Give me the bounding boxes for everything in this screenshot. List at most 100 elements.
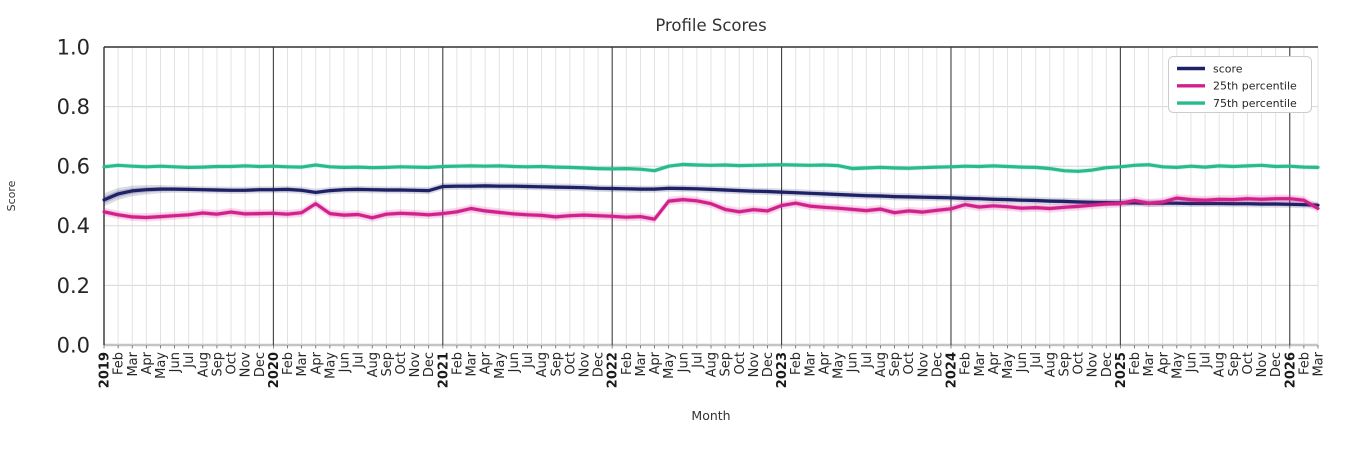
x-tick-label: 2026 bbox=[1283, 352, 1298, 388]
x-tick-label: Apr bbox=[140, 351, 155, 374]
line-75th-percentile bbox=[102, 162, 1320, 173]
x-tick-label: Apr bbox=[817, 351, 832, 374]
x-tick-label: Jul bbox=[182, 352, 197, 369]
x-tick-label: May bbox=[493, 352, 508, 379]
x-tick-label: Apr bbox=[479, 351, 494, 374]
x-tick-label: Jul bbox=[860, 352, 875, 369]
x-tick-label: Apr bbox=[1156, 351, 1171, 374]
legend: score 25th percentile 75th percentile bbox=[1168, 56, 1312, 113]
legend-entry-25th-percentile: 25th percentile bbox=[1177, 80, 1297, 93]
x-tick-label: 2024 bbox=[945, 352, 960, 388]
x-tick-label: Sep bbox=[1227, 352, 1242, 377]
x-tick-label: 2022 bbox=[606, 352, 621, 388]
x-tick-label: Sep bbox=[888, 352, 903, 377]
x-tick-label: Feb bbox=[789, 352, 804, 375]
x-tick-label: Jun bbox=[1015, 352, 1030, 373]
y-tick-label: 0.6 bbox=[57, 155, 90, 179]
y-tick-label: 0.4 bbox=[57, 214, 90, 238]
x-tick-label: Jun bbox=[168, 352, 183, 373]
x-tick-label: Nov bbox=[408, 352, 423, 378]
x-tick-label: Jun bbox=[1185, 352, 1200, 373]
x-tick-label: 2020 bbox=[267, 352, 282, 388]
x-tick-label: 2021 bbox=[436, 352, 451, 388]
x-tick-label: Dec bbox=[253, 352, 268, 377]
x-tick-label: Feb bbox=[281, 352, 296, 375]
x-tick-label: Jul bbox=[690, 352, 705, 369]
x-tick-label: Aug bbox=[196, 352, 211, 377]
x-tick-label: 2019 bbox=[98, 352, 113, 388]
x-tick-label: Mar bbox=[634, 351, 649, 376]
x-tick-label: May bbox=[1170, 352, 1185, 379]
legend-label-75th-percentile: 75th percentile bbox=[1213, 97, 1297, 110]
x-tick-label: Sep bbox=[210, 352, 225, 377]
x-tick-label: Nov bbox=[578, 352, 593, 378]
x-tick-label: Jun bbox=[338, 352, 353, 373]
x-tick-label: Dec bbox=[1100, 352, 1115, 377]
x-tick-label: Mar bbox=[803, 351, 818, 376]
x-tick-label: Jun bbox=[507, 352, 522, 373]
x-tick-label: Oct bbox=[563, 352, 578, 374]
x-tick-label: Mar bbox=[295, 351, 310, 376]
x-tick-label: Feb bbox=[1128, 352, 1143, 375]
x-tick-label: Jul bbox=[1029, 352, 1044, 369]
x-tick-label: Aug bbox=[874, 352, 889, 377]
x-tick-label: 2025 bbox=[1114, 352, 1129, 388]
x-tick-label: Aug bbox=[1213, 352, 1228, 377]
x-tick-label: Jun bbox=[676, 352, 691, 373]
x-tick-label: Jul bbox=[521, 352, 536, 369]
x-tick-label: Oct bbox=[225, 352, 240, 374]
x-tick-label: Dec bbox=[422, 352, 437, 377]
x-tick-label: Sep bbox=[549, 352, 564, 377]
y-tick-label: 0.0 bbox=[57, 333, 90, 357]
x-tick-label: Mar bbox=[126, 351, 141, 376]
x-tick-label: Oct bbox=[1241, 352, 1256, 374]
chart-title: Profile Scores bbox=[655, 16, 766, 35]
x-tick-label: Feb bbox=[112, 352, 127, 375]
x-tick-label: May bbox=[323, 352, 338, 379]
legend-label-score: score bbox=[1213, 62, 1243, 75]
legend-entry-score: score bbox=[1177, 62, 1243, 75]
x-tick-label: Mar bbox=[1312, 351, 1327, 376]
x-tick-label: Nov bbox=[747, 352, 762, 378]
x-tick-label: Aug bbox=[535, 352, 550, 377]
x-tick-label: 2023 bbox=[775, 352, 790, 388]
x-tick-label: Nov bbox=[1255, 352, 1270, 378]
x-tick-label: Sep bbox=[1057, 352, 1072, 377]
x-tick-label: Mar bbox=[973, 351, 988, 376]
x-tick-label: Dec bbox=[761, 352, 776, 377]
x-tick-label: Feb bbox=[620, 352, 635, 375]
x-tick-label: Apr bbox=[987, 351, 1002, 374]
x-tick-label: Aug bbox=[1043, 352, 1058, 377]
x-tick-label: May bbox=[1001, 352, 1016, 379]
legend-label-25th-percentile: 25th percentile bbox=[1213, 80, 1297, 93]
x-tick-label: May bbox=[662, 352, 677, 379]
x-tick-label: Jul bbox=[1199, 352, 1214, 369]
x-tick-label: Jun bbox=[846, 352, 861, 373]
line-25th-percentile bbox=[102, 196, 1320, 221]
legend-box bbox=[1168, 56, 1312, 113]
x-tick-label: Aug bbox=[705, 352, 720, 377]
x-tick-label: May bbox=[154, 352, 169, 379]
x-tick-label: Oct bbox=[733, 352, 748, 374]
x-tick-label: Apr bbox=[648, 351, 663, 374]
band-outer-75th-percentile bbox=[104, 162, 1318, 174]
x-tick-label: Apr bbox=[309, 351, 324, 374]
y-tick-label: 0.8 bbox=[57, 95, 90, 119]
x-tick-label: Oct bbox=[1072, 352, 1087, 374]
x-tick-label: Aug bbox=[366, 352, 381, 377]
x-tick-label: Nov bbox=[239, 352, 254, 378]
x-tick-label: May bbox=[832, 352, 847, 379]
x-tick-label: Mar bbox=[465, 351, 480, 376]
x-tick-label: Nov bbox=[1086, 352, 1101, 378]
x-tick-label: Sep bbox=[380, 352, 395, 377]
band-outer-25th-percentile bbox=[104, 193, 1318, 224]
x-tick-label: Sep bbox=[719, 352, 734, 377]
x-tick-label: Dec bbox=[930, 352, 945, 377]
y-tick-label: 1.0 bbox=[57, 35, 90, 59]
y-tick-label: 0.2 bbox=[57, 274, 90, 298]
y-axis-label: Score bbox=[5, 180, 18, 211]
x-tick-label: Oct bbox=[394, 352, 409, 374]
